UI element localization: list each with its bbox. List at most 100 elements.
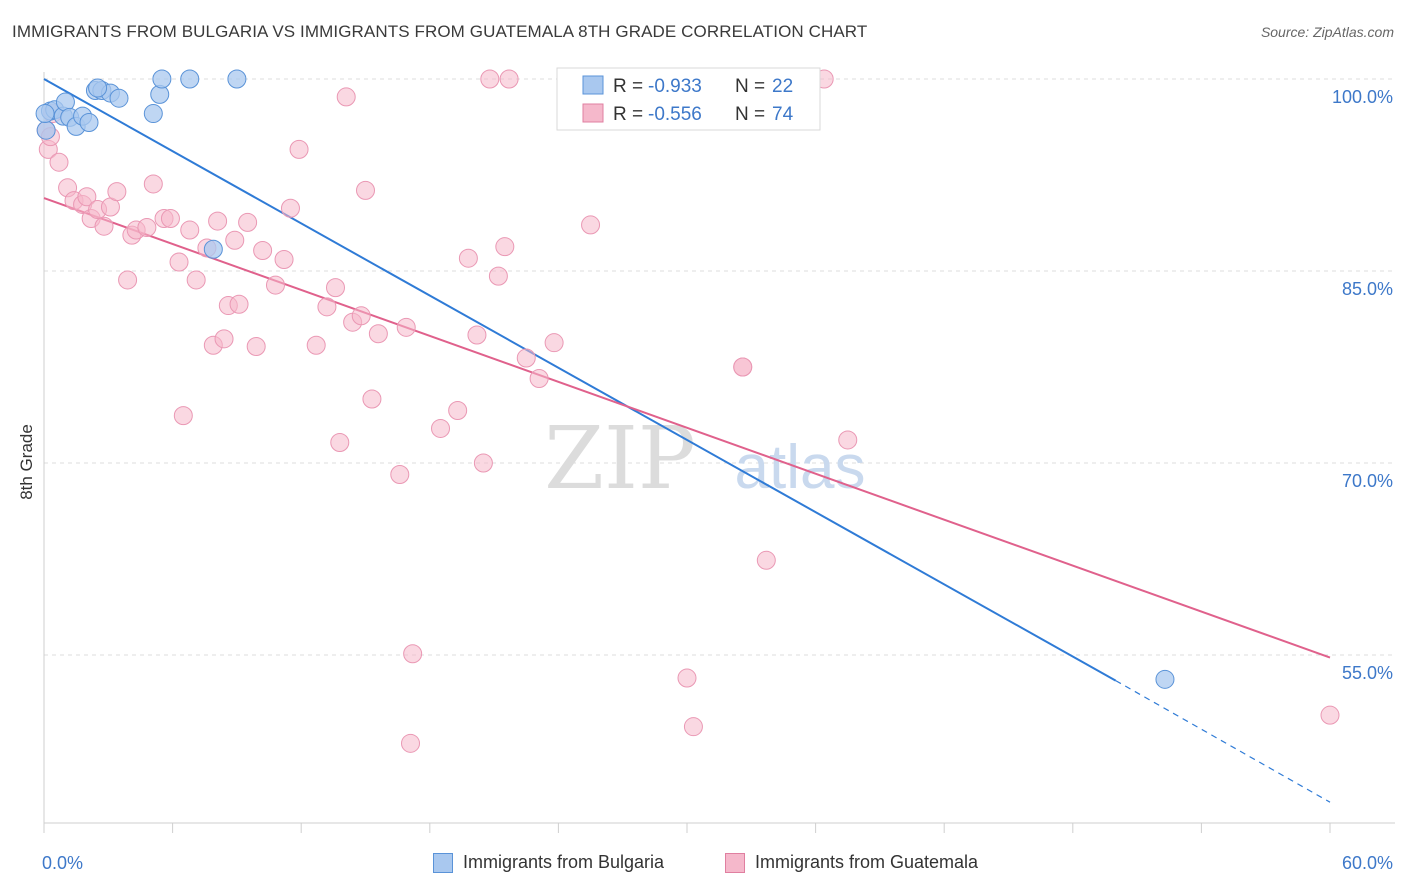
point-bulgaria — [180, 69, 200, 89]
y-tick-label: 100.0% — [1332, 87, 1393, 107]
trend-line-guatemala — [43, 197, 1331, 659]
point-guatemala — [683, 717, 703, 737]
watermark-zip: ZIP — [544, 409, 696, 509]
trend-line-bulgaria — [43, 78, 1117, 682]
trend-line-bulgaria-extension — [1115, 680, 1331, 803]
point-guatemala — [351, 306, 371, 326]
point-guatemala — [143, 174, 163, 194]
point-guatemala — [173, 406, 193, 426]
point-guatemala — [274, 249, 294, 269]
y-tick-label: 85.0% — [1342, 279, 1393, 299]
stats-swatch-pink — [582, 103, 604, 123]
point-guatemala — [265, 275, 285, 295]
point-guatemala — [180, 220, 200, 240]
stats-r-label-pink: R = — [613, 104, 643, 125]
point-guatemala — [396, 317, 416, 337]
legend-label-bulgaria: Immigrants from Bulgaria — [463, 852, 665, 872]
point-guatemala — [473, 453, 493, 473]
point-guatemala — [495, 237, 515, 257]
legend-item-guatemala: Immigrants from Guatemala — [725, 852, 978, 873]
point-guatemala — [516, 348, 536, 368]
point-guatemala — [330, 433, 350, 453]
axes — [43, 72, 1395, 833]
point-bulgaria — [152, 69, 172, 89]
point-guatemala — [186, 270, 206, 290]
point-guatemala — [246, 337, 266, 357]
legend-swatch-guatemala — [725, 852, 745, 873]
stats-n-label-pink: N = — [735, 104, 765, 125]
point-guatemala — [169, 252, 189, 272]
point-bulgaria — [227, 69, 247, 89]
point-guatemala — [838, 430, 858, 450]
point-guatemala — [306, 335, 326, 355]
x-tick-label: 60.0% — [1342, 853, 1393, 873]
stats-n-value-blue: 22 — [772, 76, 793, 97]
point-bulgaria — [109, 88, 129, 108]
point-guatemala — [756, 550, 776, 570]
point-guatemala — [325, 278, 345, 298]
point-bulgaria — [143, 104, 163, 124]
point-bulgaria — [36, 120, 56, 140]
point-bulgaria — [35, 104, 55, 124]
point-bulgaria — [203, 239, 223, 259]
point-guatemala — [403, 644, 423, 664]
stats-r-value-pink: -0.556 — [648, 104, 702, 125]
grid-lines — [44, 78, 1395, 656]
watermark: ZIP atlas — [544, 409, 865, 509]
point-guatemala — [253, 241, 273, 261]
point-guatemala — [529, 369, 549, 389]
stats-swatch-blue — [582, 75, 604, 95]
point-guatemala — [160, 209, 180, 229]
legend-item-bulgaria: Immigrants from Bulgaria — [433, 852, 664, 873]
point-guatemala — [1320, 705, 1340, 725]
point-guatemala — [480, 69, 500, 89]
point-guatemala — [336, 87, 356, 107]
point-guatemala — [362, 389, 382, 409]
trend-lines — [43, 78, 1331, 803]
point-guatemala — [467, 325, 487, 345]
point-guatemala — [401, 733, 421, 753]
stats-legend: R = -0.933 N = 22 R = -0.556 N = 74 — [556, 67, 821, 131]
point-guatemala — [77, 187, 97, 207]
point-guatemala — [448, 401, 468, 421]
point-guatemala — [317, 297, 337, 317]
legend-label-guatemala: Immigrants from Guatemala — [755, 852, 979, 872]
point-guatemala — [368, 324, 388, 344]
point-guatemala — [390, 465, 410, 485]
point-guatemala — [214, 329, 234, 349]
y-tick-label: 55.0% — [1342, 663, 1393, 683]
point-bulgaria — [1155, 669, 1175, 689]
point-guatemala — [94, 216, 114, 236]
point-guatemala — [137, 217, 157, 237]
point-guatemala — [225, 230, 245, 250]
stats-n-label-blue: N = — [735, 76, 765, 97]
bottom-legend: Immigrants from Bulgaria Immigrants from… — [0, 850, 1406, 880]
chart-title: IMMIGRANTS FROM BULGARIA VS IMMIGRANTS F… — [12, 22, 868, 41]
stats-r-label-blue: R = — [613, 76, 643, 97]
legend-swatch-bulgaria — [433, 852, 453, 873]
point-guatemala — [289, 139, 309, 159]
point-guatemala — [49, 152, 69, 172]
point-guatemala — [208, 211, 228, 231]
y-tick-label: 70.0% — [1342, 471, 1393, 491]
x-tick-label: 0.0% — [42, 853, 83, 873]
point-guatemala — [229, 294, 249, 314]
point-guatemala — [544, 333, 564, 353]
point-bulgaria — [79, 113, 99, 133]
tick-labels: 55.0% 70.0% 85.0% 100.0% 0.0% 60.0% — [42, 87, 1393, 873]
point-guatemala — [356, 180, 375, 200]
point-guatemala — [107, 182, 127, 202]
y-axis-label: 8th Grade — [17, 424, 36, 500]
point-bulgaria — [88, 78, 108, 98]
point-guatemala — [581, 215, 601, 235]
point-guatemala — [499, 69, 519, 89]
point-guatemala — [458, 248, 478, 268]
point-guatemala — [280, 198, 300, 218]
point-guatemala — [118, 270, 138, 290]
point-guatemala — [488, 266, 508, 286]
stats-n-value-pink: 74 — [772, 104, 794, 125]
point-guatemala — [238, 212, 258, 232]
point-guatemala — [733, 357, 753, 377]
data-points — [35, 69, 1340, 753]
